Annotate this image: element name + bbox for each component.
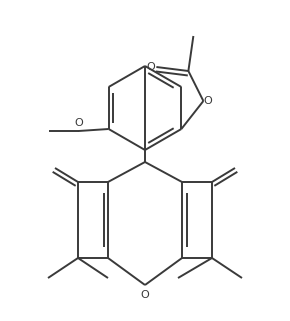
Text: O: O <box>74 118 83 128</box>
Text: O: O <box>203 96 212 106</box>
Text: O: O <box>141 290 149 300</box>
Text: O: O <box>146 62 155 72</box>
